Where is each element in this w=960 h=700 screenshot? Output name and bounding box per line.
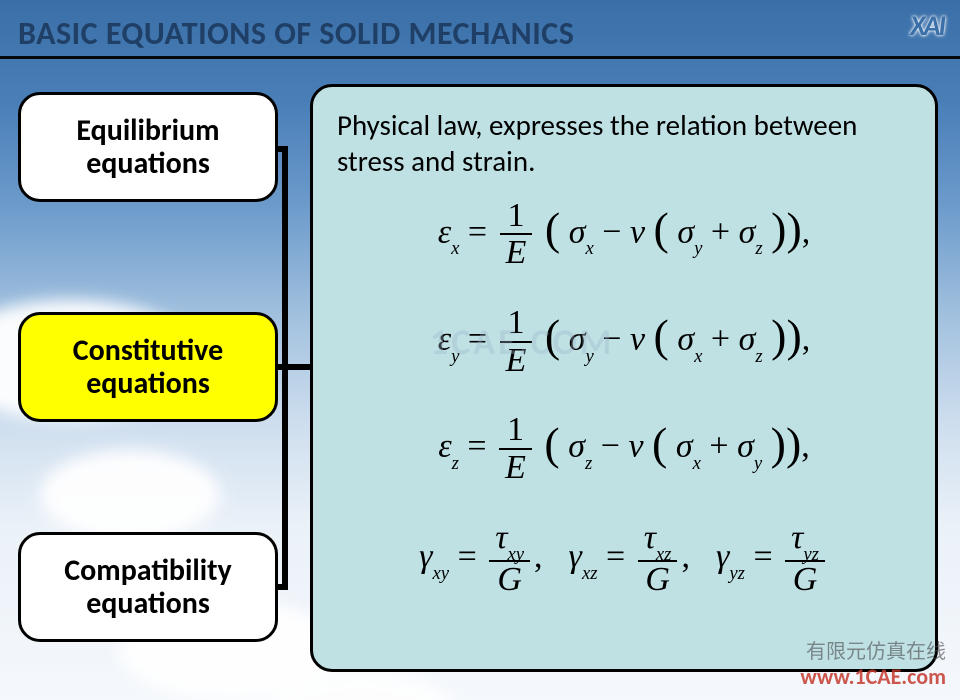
watermark: 1CAE.COM [430, 320, 614, 364]
panel-description: Physical law, expresses the relation bet… [337, 107, 911, 180]
nav-label-line1: Equilibrium [27, 114, 269, 147]
footer-cn: 有限元仿真在线 [806, 635, 946, 664]
logo: XAI [872, 8, 944, 48]
nav-label-line1: Constitutive [27, 334, 269, 367]
title-bar: BASIC EQUATIONS OF SOLID MECHANICS [0, 0, 960, 64]
equation-epsilon-z: εz = 1E ( σz − ν ( σx + σy )), [438, 412, 810, 485]
footer-url: www.1CAE.com [800, 663, 946, 690]
nav-compatibility[interactable]: Compatibility equations [18, 532, 278, 642]
equation-gamma-xz: γxz = τxz G , [569, 520, 690, 598]
nav-label-line2: equations [27, 587, 269, 620]
slide-title: BASIC EQUATIONS OF SOLID MECHANICS [18, 14, 942, 53]
equation-gamma-yz: γyz = τyz G [716, 520, 829, 598]
nav-label-line2: equations [27, 367, 269, 400]
nav-equilibrium[interactable]: Equilibrium equations [18, 92, 278, 202]
equation-shear-row: γxy = τxy G , γxz = τxz G , γyz = [419, 520, 829, 598]
equation-epsilon-x: εx = 1E ( σx − ν ( σy + σz )), [438, 198, 811, 271]
nav-label-line1: Compatibility [27, 554, 269, 587]
connector-nub [278, 584, 288, 590]
nav-label-line2: equations [27, 147, 269, 180]
equation-gamma-xy: γxy = τxy G , [419, 520, 542, 598]
nav-constitutive[interactable]: Constitutive equations [18, 312, 278, 422]
connector-nub [278, 364, 288, 370]
connector-to-panel [288, 364, 310, 370]
content-panel: Physical law, expresses the relation bet… [310, 84, 938, 672]
equation-list: εx = 1E ( σx − ν ( σy + σz )), εy = 1E (… [337, 198, 911, 598]
connector-nub [278, 146, 288, 152]
cloud [40, 450, 220, 540]
title-underline [0, 56, 960, 59]
